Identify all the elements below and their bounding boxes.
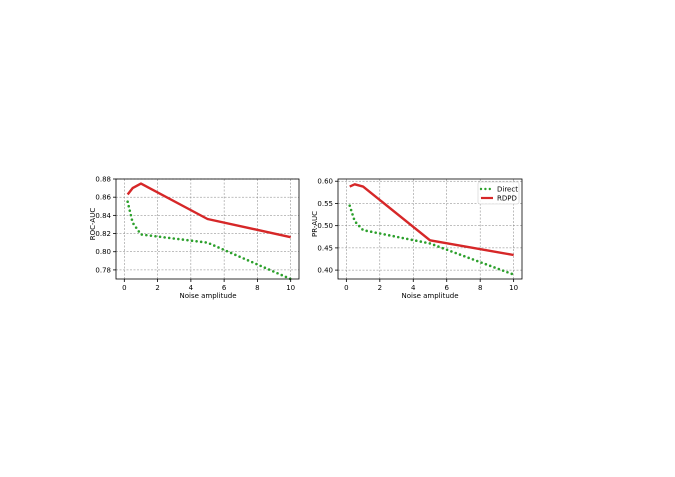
roc-auc-x-tick-label-4: 8: [255, 284, 259, 292]
pr-auc-y-tick-label-4: 0.60: [317, 178, 333, 186]
pr-auc-x-tick-label-4: 8: [478, 284, 482, 292]
pr-auc-x-tick-label-5: 10: [509, 284, 518, 292]
pr-auc-series-rdpd-line: [349, 183, 514, 257]
pr-auc-x-tick-label-2: 4: [411, 284, 416, 292]
roc-auc-series-rdpd-line: [126, 182, 291, 239]
roc-auc-x-tick-label-2: 4: [189, 284, 194, 292]
roc-auc-plot-frame: [115, 178, 300, 280]
pr-auc-series-direct-line: [348, 204, 515, 276]
pr-auc-y-tick-label-1: 0.45: [317, 244, 333, 252]
roc-auc-y-tick-label-3: 0.84: [95, 212, 111, 220]
pr-auc-y-tick-label-3: 0.55: [317, 200, 333, 208]
roc-auc-series-direct-line: [126, 200, 292, 281]
pr-auc-x-tick-label-1: 2: [378, 284, 382, 292]
pr-auc-x-tick-label-0: 0: [344, 284, 348, 292]
roc-auc-y-tick-label-4: 0.86: [95, 194, 111, 202]
roc-auc-x-tick-label-3: 6: [222, 284, 227, 292]
roc-auc-x-tick-label-1: 2: [155, 284, 159, 292]
roc-auc-y-tick-label-5: 0.88: [95, 176, 111, 184]
roc-auc-x-tick-label-5: 10: [286, 284, 295, 292]
pr-auc-x-axis-label: Noise amplitude: [401, 292, 458, 300]
roc-auc-y-axis-label: ROC-AUC: [89, 208, 97, 241]
roc-auc-y-tick-label-0: 0.78: [95, 266, 111, 274]
pr-auc-legend-label-rdpd: RDPD: [497, 195, 517, 203]
roc-auc-x-axis-label: Noise amplitude: [179, 292, 236, 300]
pr-auc-plot-frame: [337, 178, 523, 280]
pr-auc-x-tick-label-3: 6: [444, 284, 449, 292]
pr-auc-panel: Noise amplitude PR-AUC 0 2 4 6 8 10 0.40 0.45 0.…: [311, 178, 523, 300]
pr-auc-y-tick-label-2: 0.50: [317, 222, 333, 230]
roc-auc-y-tick-label-2: 0.82: [95, 230, 111, 238]
pr-auc-legend-label-direct: Direct: [497, 186, 518, 194]
pr-auc-y-axis-label: PR-AUC: [311, 211, 319, 237]
roc-auc-y-tick-label-1: 0.80: [95, 248, 111, 256]
roc-auc-x-tick-label-0: 0: [122, 284, 126, 292]
roc-auc-panel: Noise amplitude ROC-AUC 0 2 4 6 8 10 0.78 0.80 0…: [89, 176, 300, 300]
pr-auc-y-tick-label-0: 0.40: [317, 267, 333, 275]
